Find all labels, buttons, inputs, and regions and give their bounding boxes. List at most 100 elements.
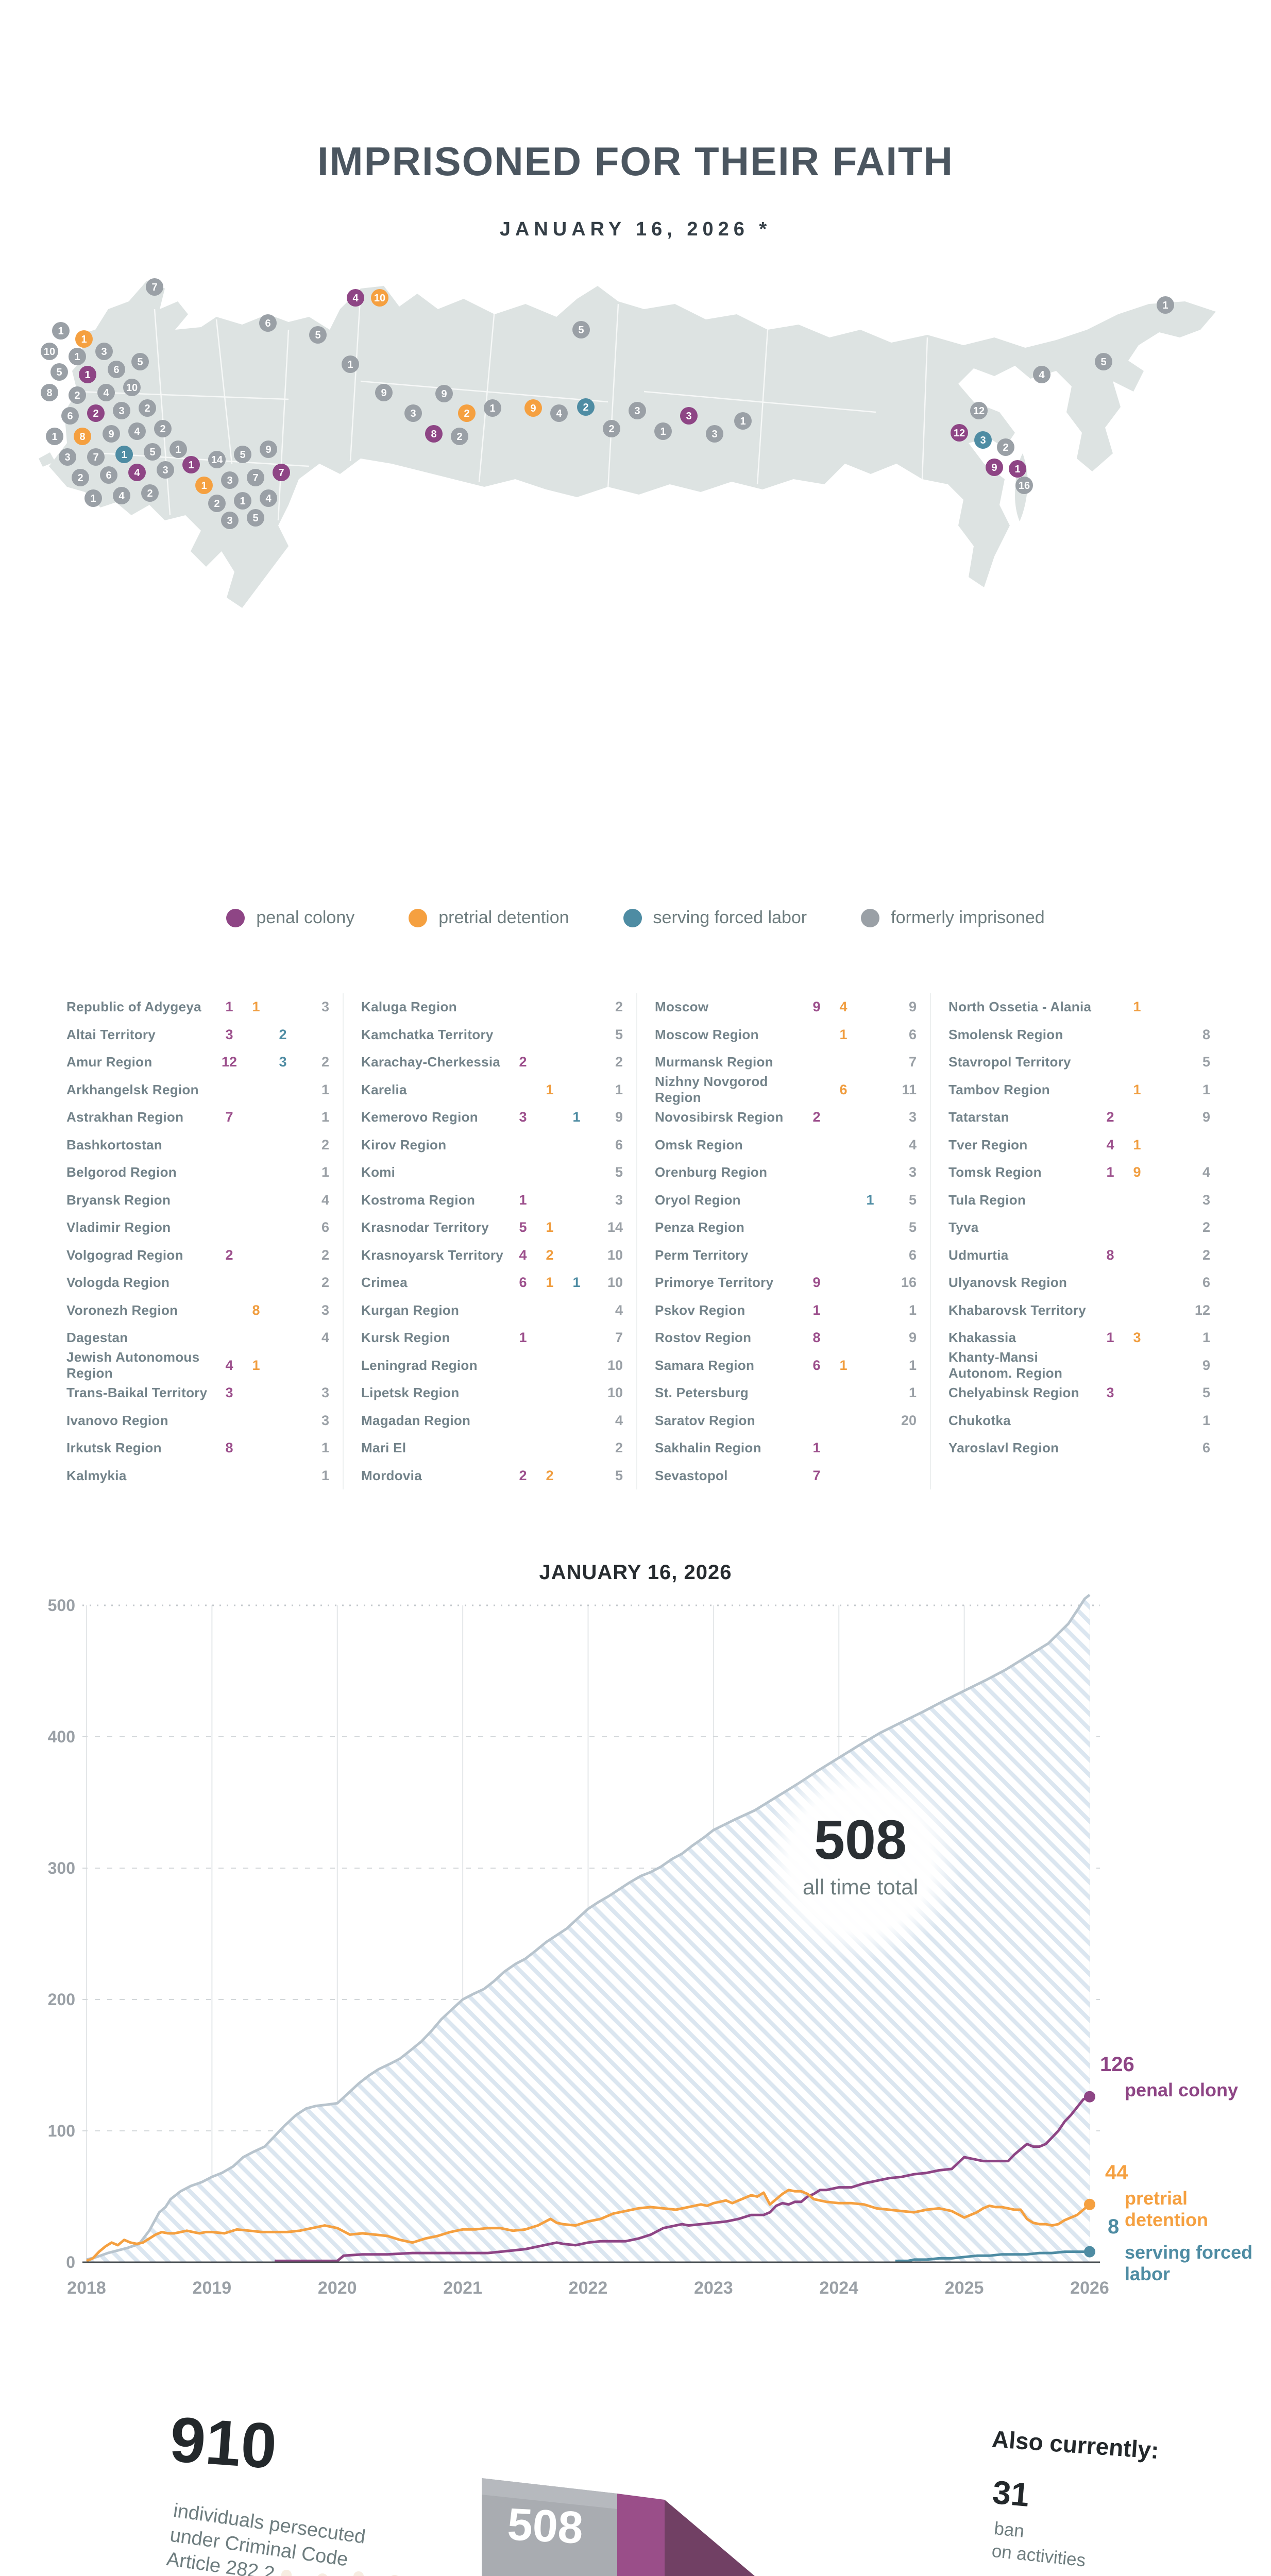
svg-text:1: 1: [660, 426, 666, 437]
svg-text:1: 1: [188, 460, 194, 471]
region-name: Krasnodar Territory: [361, 1219, 489, 1235]
map-marker: 3: [974, 431, 992, 449]
table-row: Udmurtia 8 2: [948, 1242, 1210, 1269]
region-count-g: 6: [615, 1137, 623, 1153]
region-name: Rostov Region: [655, 1330, 752, 1346]
region-count-p: 8: [1106, 1247, 1114, 1263]
region-count-g: 3: [1202, 1192, 1210, 1208]
map-marker: 2: [458, 404, 476, 422]
total-badge: [760, 1760, 961, 1961]
map-marker: 2: [139, 399, 156, 417]
page-subtitle: JANUARY 16, 2026 *: [499, 218, 772, 240]
region-count-g: 1: [1202, 1081, 1210, 1097]
region-name: Republic of Adygeya: [66, 999, 201, 1015]
map-marker: 16: [1015, 477, 1033, 494]
svg-text:2: 2: [147, 488, 152, 499]
map-marker: 2: [154, 420, 172, 437]
map-marker: 5: [247, 509, 264, 527]
map-marker: 9: [435, 385, 453, 402]
region-name: Stavropol Territory: [948, 1054, 1071, 1070]
region-count-g: 4: [908, 1137, 917, 1153]
region-count-p: 4: [519, 1247, 527, 1263]
table-row: Moscow 9 4 9: [655, 993, 917, 1021]
region-count-g: 10: [607, 1357, 623, 1373]
pretrial-detention-dot-icon: [409, 908, 428, 927]
region-count-g: 3: [321, 1412, 329, 1428]
map-marker: 2: [69, 386, 86, 404]
person-figure: [318, 2573, 327, 2576]
region-name: Saratov Region: [655, 1412, 755, 1428]
table-row: Smolensk Region 8: [948, 1021, 1210, 1049]
legend-label: penal colony: [256, 908, 355, 927]
svg-text:5: 5: [240, 449, 245, 461]
map-marker: 7: [247, 469, 264, 486]
region-count-o: 2: [546, 1467, 554, 1483]
region-name: Lipetsk Region: [361, 1385, 460, 1401]
table-row: Krasnodar Territory 5 1 14: [361, 1214, 623, 1242]
svg-text:2019: 2019: [193, 2278, 232, 2298]
map-marker: 9: [524, 399, 542, 417]
map-marker: 5: [50, 363, 68, 381]
region-count-p: 6: [812, 1357, 821, 1373]
svg-text:100: 100: [48, 2122, 75, 2140]
region-count-o: 1: [839, 1026, 848, 1042]
svg-text:7: 7: [93, 452, 98, 463]
svg-text:9: 9: [991, 462, 997, 473]
svg-text:9: 9: [441, 388, 447, 400]
region-count-o: 2: [546, 1247, 554, 1263]
labor-end-value: 8: [1108, 2215, 1120, 2238]
table-row: Yaroslavl Region 6: [948, 1434, 1210, 1462]
svg-text:3: 3: [162, 465, 168, 476]
region-name: North Ossetia - Alania: [948, 999, 1092, 1015]
region-count-o: 1: [839, 1357, 848, 1373]
svg-text:5: 5: [252, 513, 258, 524]
table-row: Tambov Region 1 1: [948, 1076, 1210, 1104]
region-count-g: 2: [321, 1137, 329, 1153]
table-row: Rostov Region 8 9: [655, 1324, 917, 1352]
map-marker: 10: [371, 289, 388, 307]
table-row: Belgorod Region 1: [66, 1159, 329, 1187]
map-marker: 10: [123, 379, 141, 396]
region-count-o: 1: [1133, 999, 1141, 1015]
region-count-p: 1: [225, 999, 233, 1015]
table-row: Tula Region 3: [948, 1187, 1210, 1214]
penal-end-value: 126: [1100, 2053, 1134, 2076]
svg-text:1: 1: [201, 480, 207, 492]
table-row: Crimea 6 1 1 10: [361, 1269, 623, 1297]
svg-text:4: 4: [118, 490, 125, 502]
region-count-g: 1: [908, 1302, 917, 1318]
map-marker: 1: [52, 322, 70, 340]
region-count-g: 9: [908, 999, 917, 1015]
region-name: Tyva: [948, 1219, 979, 1235]
map-marker: 9: [260, 440, 277, 458]
region-count-g: 1: [321, 1440, 329, 1456]
region-count-o: 8: [252, 1302, 260, 1318]
serving-forced-labor-dot-icon: [623, 908, 642, 927]
map-marker: 8: [41, 384, 58, 401]
region-count-b: 1: [866, 1192, 874, 1208]
region-count-o: 1: [1133, 1137, 1141, 1153]
region-count-b: 3: [279, 1054, 287, 1070]
timeline-chart: 2018 2019 2020 2021 2022 2023 2024 2025 2026 0 100…: [48, 1594, 1109, 2298]
region-name: Nizhny Novgorod Region: [655, 1074, 768, 1106]
legend-item-formerly-imprisoned: formerly imprisoned: [861, 908, 1045, 928]
region-count-g: 9: [1202, 1109, 1210, 1125]
region-count-o: 3: [1133, 1330, 1141, 1346]
table-row: Jewish Autonomous Region 4 1: [66, 1349, 329, 1381]
penal-end-name: penal colony: [1125, 2079, 1239, 2100]
map-marker: 3: [404, 404, 422, 422]
map-marker: 7: [146, 278, 163, 296]
svg-text:300: 300: [48, 1859, 75, 1877]
map-marker: 4: [260, 489, 277, 507]
svg-text:1: 1: [121, 449, 127, 461]
svg-text:1: 1: [90, 493, 96, 504]
region-count-p: 1: [519, 1192, 527, 1208]
region-count-p: 8: [812, 1330, 821, 1346]
region-name: Smolensk Region: [948, 1026, 1063, 1042]
table-row: Chelyabinsk Region 3 5: [948, 1379, 1210, 1407]
region-count-p: 4: [225, 1357, 233, 1373]
all-time-total-label: all time total: [802, 1875, 919, 1899]
svg-text:2: 2: [1003, 442, 1008, 453]
table-row: Mari El 2: [361, 1434, 623, 1462]
